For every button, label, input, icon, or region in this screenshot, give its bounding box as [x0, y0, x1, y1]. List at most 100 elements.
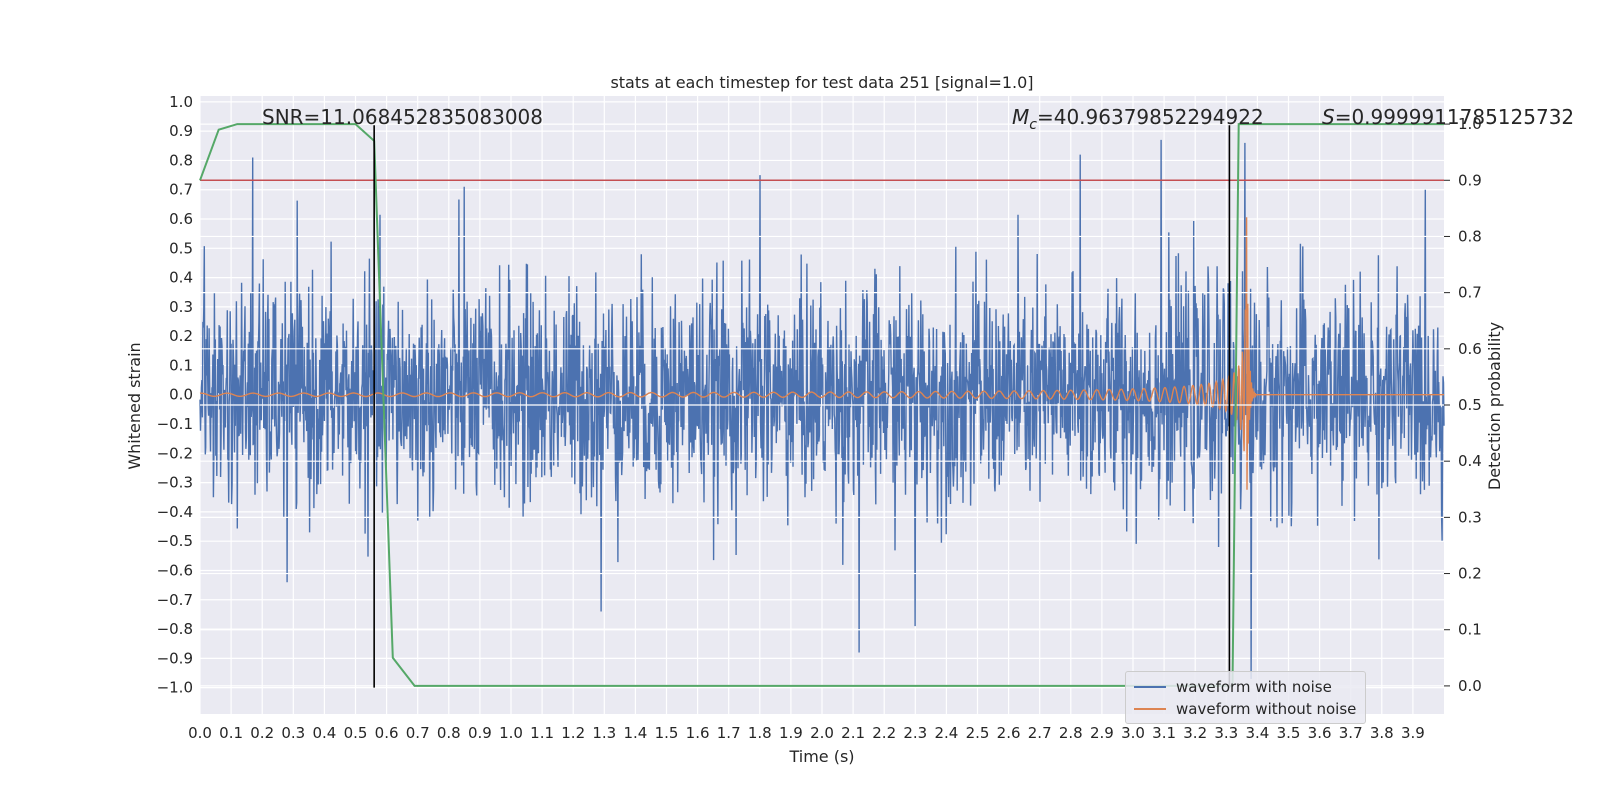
detection-probability-line [199, 123, 1444, 687]
snr-annotation: SNR=11.068452835083008 [262, 105, 543, 129]
y2-tick-label: 0.6 [1458, 340, 1482, 358]
vertical-markers [373, 125, 1231, 688]
x-tick-label: 3.8 [1370, 724, 1394, 742]
y2-tick-label: 0.7 [1458, 284, 1482, 302]
x-tick-label: 0.5 [344, 724, 368, 742]
x-tick-label: 1.0 [499, 724, 523, 742]
x-tick-label: 0.9 [468, 724, 492, 742]
chirp-mass-value: =40.96379852294922 [1037, 105, 1264, 129]
y-tick-label: 0.1 [169, 356, 193, 374]
chirp-mass-subscript: c [1029, 117, 1037, 133]
x-axis-label: Time (s) [788, 747, 854, 766]
x-tick-label: 2.2 [872, 724, 896, 742]
legend-swatch-clean [1134, 708, 1166, 710]
y-tick-label: 0.8 [169, 151, 193, 169]
y2-axis-label: Detection probability [1485, 322, 1504, 490]
s-symbol: S [1322, 105, 1335, 129]
y-tick-label: −0.7 [157, 591, 193, 609]
x-tick-label: 1.9 [779, 724, 803, 742]
legend-label-clean: waveform without noise [1176, 700, 1357, 718]
x-tick-label: 0.6 [375, 724, 399, 742]
y-tick-label: 0.3 [169, 298, 193, 316]
y2-tick-label: 0.8 [1458, 227, 1482, 245]
x-tick-label: 3.0 [1121, 724, 1145, 742]
y-tick-label: 0.9 [169, 122, 193, 140]
chirp-mass-symbol: M [1012, 105, 1029, 129]
y-tick-label: −1.0 [157, 679, 193, 697]
y-axis-label: Whitened strain [125, 342, 144, 469]
y-tick-label: −0.6 [157, 561, 193, 579]
x-tick-label: 3.9 [1401, 724, 1425, 742]
x-tick-label: 3.4 [1245, 724, 1269, 742]
x-tick-label: 1.8 [748, 724, 772, 742]
chirp-mass-annotation: Mc=40.96379852294922 [1012, 105, 1264, 133]
x-tick-label: 1.1 [530, 724, 554, 742]
waveform-without-noise-series [199, 217, 1444, 490]
y-tick-label: 0.6 [169, 210, 193, 228]
legend-label-noise: waveform with noise [1176, 678, 1332, 696]
x-tick-label: 3.2 [1183, 724, 1207, 742]
detection-probability-series [199, 123, 1444, 687]
x-tick-label: 1.5 [655, 724, 679, 742]
y2-tick-label: 0.3 [1458, 508, 1482, 526]
y-tick-label: 0.0 [169, 386, 193, 404]
y-tick-label: 0.7 [169, 181, 193, 199]
waveform-without-noise-line [199, 217, 1444, 490]
y-tick-label: 0.2 [169, 327, 193, 345]
y-tick-label: −0.3 [157, 474, 193, 492]
y-tick-label: −0.2 [157, 444, 193, 462]
x-tick-label: 3.3 [1214, 724, 1238, 742]
x-tick-label: 2.9 [1090, 724, 1114, 742]
y-tick-label: −0.4 [157, 503, 193, 521]
legend: waveform with noise waveform without noi… [1125, 671, 1366, 724]
x-tick-label: 3.5 [1277, 724, 1301, 742]
s-annotation: S=0.9999911785125732 [1322, 105, 1574, 129]
y-tick-label: 1.0 [169, 93, 193, 111]
x-tick-label: 1.7 [717, 724, 741, 742]
x-tick-label: 2.5 [966, 724, 990, 742]
y2-tick-labels: 1.0 0.9 0.8 0.7 0.6 0.5 0.4 0.3 0.2 0.1 0.0 [1458, 115, 1482, 695]
x-tick-label: 3.1 [1152, 724, 1176, 742]
y-tick-label: −0.8 [157, 620, 193, 638]
y-tick-labels: 1.0 0.9 0.8 0.7 0.6 0.5 0.4 0.3 0.2 0.1 0.0 −0.1 −0.… [157, 93, 193, 697]
s-value: =0.9999911785125732 [1335, 105, 1574, 129]
y2-tick-label: 0.9 [1458, 171, 1482, 189]
x-tick-label: 0.3 [281, 724, 305, 742]
legend-item-clean: waveform without noise [1134, 699, 1356, 719]
y-tick-label: −0.1 [157, 415, 193, 433]
y-tick-label: −0.5 [157, 532, 193, 550]
x-tick-label: 2.3 [903, 724, 927, 742]
x-tick-label: 2.6 [997, 724, 1021, 742]
y-tick-label: 0.4 [169, 269, 193, 287]
x-tick-label: 3.7 [1339, 724, 1363, 742]
x-tick-label: 0.0 [188, 724, 212, 742]
x-tick-label: 2.0 [810, 724, 834, 742]
x-tick-label: 0.8 [437, 724, 461, 742]
x-tick-labels: 0.0 0.1 0.2 0.3 0.4 0.5 0.6 0.7 0.8 0.9 1.0 1.1 1.2 1… [188, 724, 1425, 742]
legend-item-noise: waveform with noise [1134, 677, 1332, 697]
y2-tick-label: 0.4 [1458, 452, 1482, 470]
x-tick-label: 0.1 [219, 724, 243, 742]
y-tick-label: 0.5 [169, 239, 193, 257]
y-tick-label: −0.9 [157, 649, 193, 667]
y2-tick-label: 1.0 [1458, 115, 1482, 133]
x-tick-label: 2.7 [1028, 724, 1052, 742]
x-tick-label: 1.2 [561, 724, 585, 742]
x-tick-label: 2.4 [934, 724, 958, 742]
x-tick-label: 1.4 [623, 724, 647, 742]
y2-tick-label: 0.2 [1458, 565, 1482, 583]
x-tick-label: 1.6 [686, 724, 710, 742]
x-tick-label: 3.6 [1308, 724, 1332, 742]
x-tick-label: 0.2 [250, 724, 274, 742]
x-tick-label: 1.3 [592, 724, 616, 742]
y2-tick-label: 0.1 [1458, 621, 1482, 639]
x-tick-label: 0.4 [312, 724, 336, 742]
x-tick-label: 2.8 [1059, 724, 1083, 742]
x-tick-label: 2.1 [841, 724, 865, 742]
x-tick-label: 0.7 [406, 724, 430, 742]
chart-title: stats at each timestep for test data 251… [610, 73, 1033, 92]
y2-tick-label: 0.5 [1458, 396, 1482, 414]
y2-tick-label: 0.0 [1458, 677, 1482, 695]
legend-swatch-noise [1134, 686, 1166, 688]
